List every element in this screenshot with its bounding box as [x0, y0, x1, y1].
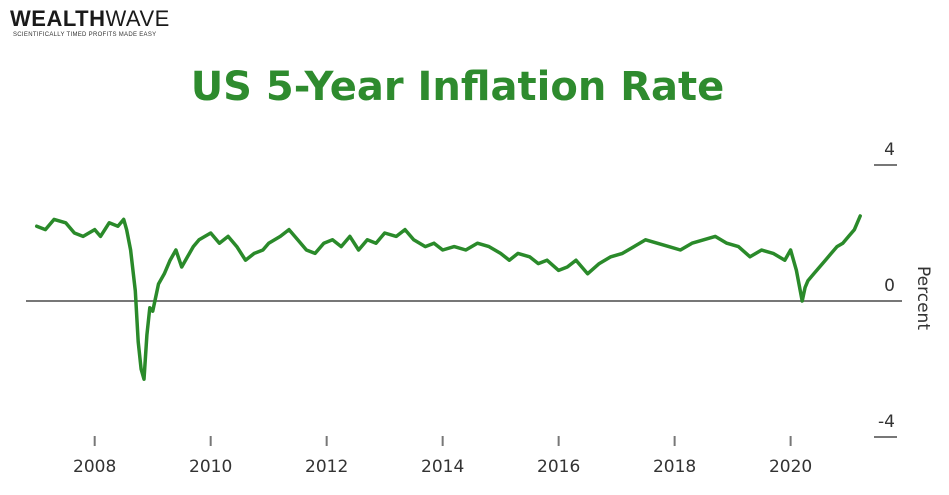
series-line [34, 214, 862, 381]
y-tick-label: 0 [884, 276, 895, 296]
series-group [34, 214, 862, 381]
chart-title: US 5-Year Inflation Rate [190, 64, 725, 110]
logo-tagline: SCIENTIFICALLY TIMED PROFITS MADE EASY [13, 32, 157, 38]
x-tick-label: 2014 [421, 457, 464, 477]
wealthwave-logo: WEALTHWAVE SCIENTIFICALLY TIMED PROFITS … [10, 6, 185, 42]
x-axis-ticks: 2008 2010 2012 2014 2016 2018 2020 [73, 436, 812, 477]
x-tick-label: 2012 [305, 457, 348, 477]
x-tick-label: 2010 [189, 457, 232, 477]
y-tick-label: -4 [878, 412, 895, 432]
logo-wordmark: WEALTHWAVE [10, 6, 170, 32]
y-tick-label: 4 [884, 140, 895, 160]
x-tick-label: 2020 [769, 457, 812, 477]
y-axis-label: Percent [913, 266, 933, 330]
x-tick-label: 2008 [73, 457, 116, 477]
logo-wealth-text: WEALTH [10, 6, 106, 31]
x-tick-label: 2016 [537, 457, 580, 477]
x-tick-label: 2018 [653, 457, 696, 477]
y-axis-ticks: 4 0 -4 [874, 140, 897, 438]
logo-wave-text: WAVE [105, 6, 170, 31]
